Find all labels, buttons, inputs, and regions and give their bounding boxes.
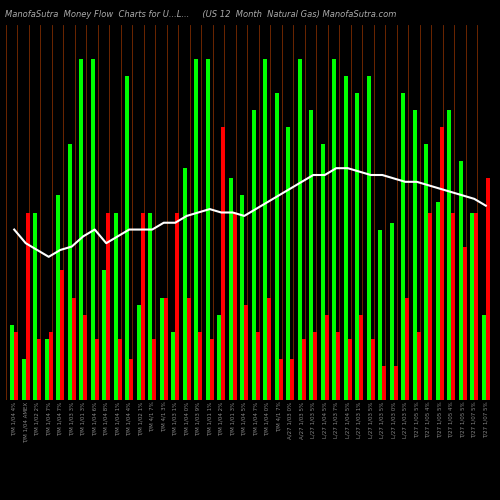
Bar xyxy=(256,332,260,400)
Bar xyxy=(336,332,340,400)
Bar xyxy=(274,93,278,400)
Bar xyxy=(320,144,324,400)
Bar xyxy=(390,222,394,400)
Bar xyxy=(79,59,83,400)
Bar xyxy=(84,315,87,400)
Bar xyxy=(474,212,478,400)
Text: ManofaSutra  Money Flow  Charts for U...L...     (US 12  Month  Natural Gas) Man: ManofaSutra Money Flow Charts for U...L.… xyxy=(5,10,396,19)
Bar xyxy=(366,76,370,400)
Bar xyxy=(463,246,467,400)
Bar xyxy=(382,366,386,400)
Bar xyxy=(447,110,451,400)
Bar xyxy=(38,338,42,400)
Bar xyxy=(102,270,106,400)
Bar xyxy=(198,332,202,400)
Bar xyxy=(355,93,359,400)
Bar xyxy=(90,59,94,400)
Bar xyxy=(228,178,232,400)
Bar xyxy=(171,332,175,400)
Bar xyxy=(130,359,134,400)
Bar xyxy=(406,298,409,400)
Bar xyxy=(68,144,71,400)
Bar xyxy=(458,162,462,400)
Bar xyxy=(114,212,117,400)
Bar xyxy=(233,212,237,400)
Bar xyxy=(440,128,444,400)
Bar xyxy=(33,212,37,400)
Bar xyxy=(160,298,164,400)
Bar xyxy=(290,359,294,400)
Bar xyxy=(118,338,122,400)
Bar xyxy=(263,59,267,400)
Bar xyxy=(424,144,428,400)
Bar xyxy=(14,332,18,400)
Bar xyxy=(378,230,382,400)
Bar xyxy=(176,212,180,400)
Bar xyxy=(394,366,398,400)
Bar xyxy=(217,315,221,400)
Bar xyxy=(141,212,145,400)
Bar xyxy=(72,298,76,400)
Bar xyxy=(206,59,210,400)
Bar xyxy=(56,196,60,400)
Bar xyxy=(417,332,421,400)
Bar xyxy=(482,315,486,400)
Bar xyxy=(26,212,30,400)
Bar xyxy=(452,212,456,400)
Bar xyxy=(164,298,168,400)
Bar xyxy=(60,270,64,400)
Bar xyxy=(187,298,191,400)
Bar xyxy=(332,59,336,400)
Bar xyxy=(371,338,375,400)
Bar xyxy=(436,202,440,400)
Bar xyxy=(244,304,248,400)
Bar xyxy=(222,128,226,400)
Bar xyxy=(240,196,244,400)
Bar xyxy=(106,212,110,400)
Bar xyxy=(344,76,347,400)
Bar xyxy=(152,338,156,400)
Bar xyxy=(279,359,283,400)
Bar xyxy=(44,338,48,400)
Bar xyxy=(428,212,432,400)
Bar xyxy=(302,338,306,400)
Bar xyxy=(325,315,329,400)
Bar xyxy=(95,338,99,400)
Bar xyxy=(348,338,352,400)
Bar xyxy=(486,178,490,400)
Bar xyxy=(268,298,272,400)
Bar xyxy=(314,332,318,400)
Bar xyxy=(22,359,26,400)
Bar xyxy=(210,338,214,400)
Bar xyxy=(309,110,313,400)
Bar xyxy=(10,325,14,400)
Bar xyxy=(360,315,364,400)
Bar xyxy=(401,93,405,400)
Bar xyxy=(470,212,474,400)
Bar xyxy=(412,110,416,400)
Bar xyxy=(136,304,140,400)
Bar xyxy=(148,212,152,400)
Bar xyxy=(125,76,129,400)
Bar xyxy=(182,168,186,400)
Bar xyxy=(298,59,302,400)
Bar xyxy=(252,110,256,400)
Bar xyxy=(194,59,198,400)
Bar xyxy=(286,128,290,400)
Bar xyxy=(49,332,53,400)
